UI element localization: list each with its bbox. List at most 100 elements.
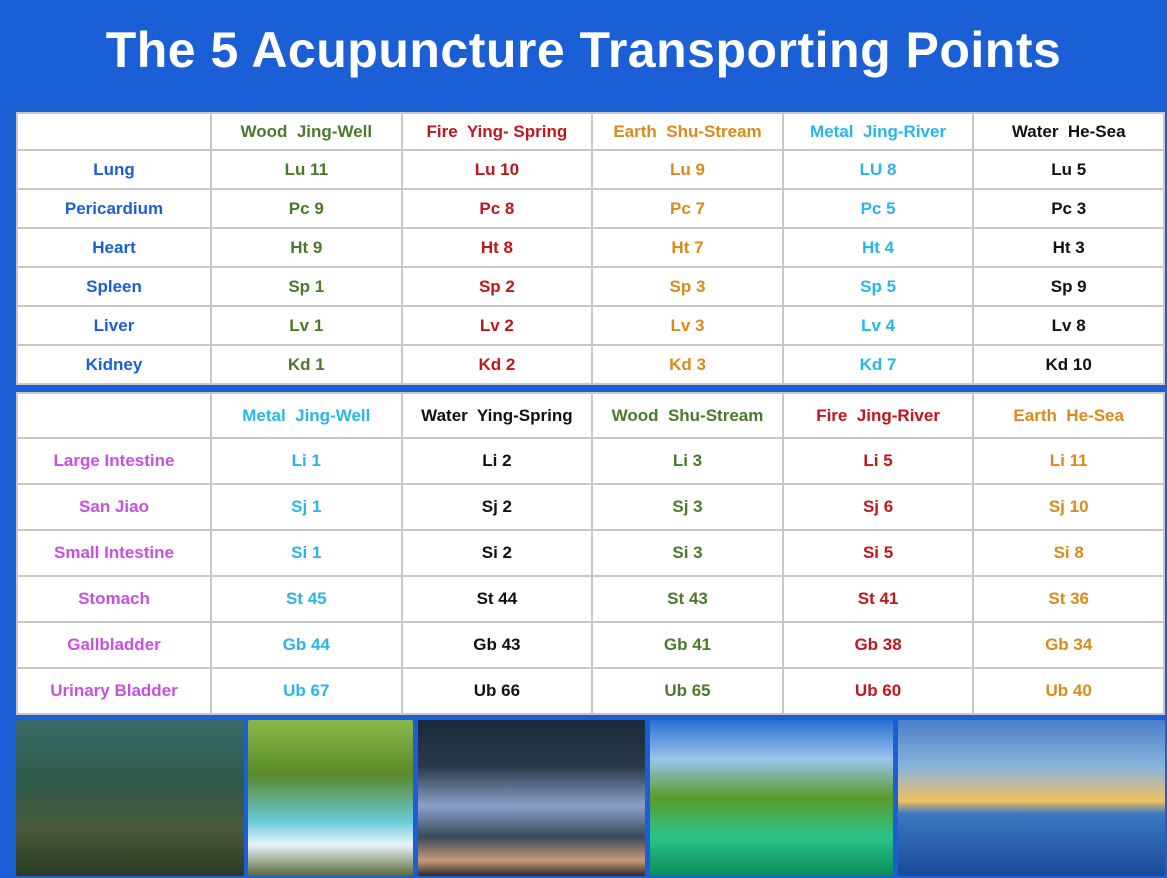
point-cell: Lv 4	[783, 306, 974, 345]
point-cell: Ht 3	[973, 228, 1164, 267]
point-cell: Gb 41	[592, 622, 783, 668]
point-cell: Gb 43	[402, 622, 593, 668]
title: The 5 Acupuncture Transporting Points	[0, 0, 1167, 108]
point-cell: Lu 5	[973, 150, 1164, 189]
page: The 5 Acupuncture Transporting Points Wo…	[0, 0, 1167, 878]
point-cell: Lv 2	[402, 306, 593, 345]
row-label: Gallbladder	[17, 622, 211, 668]
point-cell: Sp 3	[592, 267, 783, 306]
point-cell: St 41	[783, 576, 974, 622]
point-cell: Pc 9	[211, 189, 402, 228]
header-cell: Water Ying-Spring	[402, 393, 593, 438]
point-cell: Kd 10	[973, 345, 1164, 384]
point-cell: Li 11	[973, 438, 1164, 484]
point-cell: Ht 9	[211, 228, 402, 267]
point-cell: Li 2	[402, 438, 593, 484]
point-cell: Si 1	[211, 530, 402, 576]
point-cell: Lu 11	[211, 150, 402, 189]
point-cell: Li 3	[592, 438, 783, 484]
point-cell: Lv 1	[211, 306, 402, 345]
point-cell: Ub 60	[783, 668, 974, 714]
point-cell: Gb 44	[211, 622, 402, 668]
row-label: Lung	[17, 150, 211, 189]
point-cell: Ub 67	[211, 668, 402, 714]
point-cell: Sj 2	[402, 484, 593, 530]
point-cell: Ub 40	[973, 668, 1164, 714]
point-cell: St 44	[402, 576, 593, 622]
point-cell: St 43	[592, 576, 783, 622]
row-label: Pericardium	[17, 189, 211, 228]
point-cell: Si 5	[783, 530, 974, 576]
well-photo	[16, 720, 244, 876]
row-label: Liver	[17, 306, 211, 345]
header-cell: Metal Jing-Well	[211, 393, 402, 438]
point-cell: Kd 2	[402, 345, 593, 384]
point-cell: Sj 6	[783, 484, 974, 530]
point-cell: Kd 1	[211, 345, 402, 384]
point-cell: Sj 1	[211, 484, 402, 530]
point-cell: Ub 65	[592, 668, 783, 714]
point-cell: Sp 1	[211, 267, 402, 306]
header-cell: Wood Shu-Stream	[592, 393, 783, 438]
point-cell: Gb 38	[783, 622, 974, 668]
stream-photo	[418, 720, 645, 876]
header-cell: Wood Jing-Well	[211, 113, 402, 150]
point-cell: Ht 8	[402, 228, 593, 267]
header-cell: Water He-Sea	[973, 113, 1164, 150]
point-cell: Li 1	[211, 438, 402, 484]
point-cell: Si 8	[973, 530, 1164, 576]
point-cell: Kd 7	[783, 345, 974, 384]
point-cell: Ht 7	[592, 228, 783, 267]
point-cell: Kd 3	[592, 345, 783, 384]
point-cell: Pc 7	[592, 189, 783, 228]
point-cell: Sj 10	[973, 484, 1164, 530]
point-cell: Lu 9	[592, 150, 783, 189]
row-label: Small Intestine	[17, 530, 211, 576]
point-cell: Lu 10	[402, 150, 593, 189]
point-cell: Si 2	[402, 530, 593, 576]
point-cell: Lv 8	[973, 306, 1164, 345]
point-cell: Sp 2	[402, 267, 593, 306]
point-cell: Sj 3	[592, 484, 783, 530]
header-cell: Earth Shu-Stream	[592, 113, 783, 150]
point-cell: Sp 5	[783, 267, 974, 306]
row-label: San Jiao	[17, 484, 211, 530]
point-cell: Ht 4	[783, 228, 974, 267]
point-cell: Ub 66	[402, 668, 593, 714]
corner-cell	[17, 393, 211, 438]
point-cell: Pc 8	[402, 189, 593, 228]
header-cell: Fire Ying- Spring	[402, 113, 593, 150]
river-photo	[650, 720, 893, 876]
spring-photo	[248, 720, 413, 876]
row-label: Spleen	[17, 267, 211, 306]
row-label: Large Intestine	[17, 438, 211, 484]
point-cell: Li 5	[783, 438, 974, 484]
corner-cell	[17, 113, 211, 150]
row-label: Kidney	[17, 345, 211, 384]
row-label: Urinary Bladder	[17, 668, 211, 714]
point-cell: LU 8	[783, 150, 974, 189]
point-cell: St 36	[973, 576, 1164, 622]
sea-photo	[898, 720, 1165, 876]
point-cell: Sp 9	[973, 267, 1164, 306]
point-cell: St 45	[211, 576, 402, 622]
point-cell: Si 3	[592, 530, 783, 576]
point-cell: Gb 34	[973, 622, 1164, 668]
header-cell: Metal Jing-River	[783, 113, 974, 150]
point-cell: Pc 3	[973, 189, 1164, 228]
